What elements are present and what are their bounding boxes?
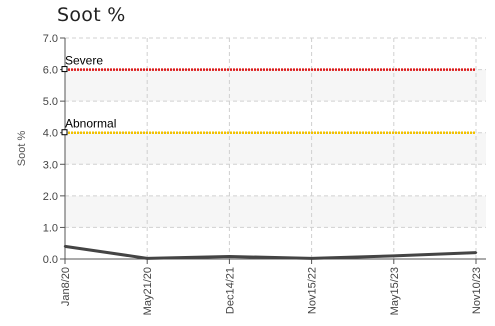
threshold-label: Severe: [65, 54, 103, 68]
data-point: [63, 245, 67, 248]
y-tick-label: 5.0: [43, 96, 58, 108]
chart-title: Soot %: [57, 4, 126, 26]
y-tick-label: 3.0: [43, 159, 58, 171]
axis-labels: 0.0 1.0 2.0 3.0 4.0 5.0 6.0 7.0 Jan8/20 May21/20 D…: [16, 33, 483, 315]
y-tick-label: 1.0: [43, 222, 58, 234]
x-tick-label: Nov10/23: [471, 267, 483, 314]
threshold-marker: [61, 129, 68, 136]
y-tick-label: 7.0: [43, 33, 58, 45]
background-bands: [65, 69, 486, 228]
data-point: [474, 251, 478, 254]
x-tick-label: Jan8/20: [60, 267, 72, 306]
band: [65, 132, 486, 165]
data-point: [392, 254, 395, 258]
band: [65, 195, 486, 228]
y-tick-label: 2.0: [43, 191, 58, 203]
data-point: [310, 257, 313, 260]
y-tick-label: 4.0: [43, 128, 58, 140]
x-tick-label: Dec14/21: [224, 267, 236, 314]
series-line: [64, 244, 477, 260]
y-tick-label: 0.0: [43, 254, 58, 266]
y-axis-label: Soot %: [16, 131, 28, 167]
x-tick-label: May15/23: [389, 267, 401, 315]
threshold-lines: Severe Abnormal: [61, 54, 476, 136]
data-point: [146, 257, 149, 260]
x-tick-label: May21/20: [142, 267, 154, 315]
y-tick-label: 6.0: [43, 65, 58, 77]
band: [65, 69, 486, 102]
x-tick-label: Nov15/22: [307, 267, 319, 314]
threshold-marker: [61, 66, 68, 73]
data-point: [228, 255, 231, 258]
series-group: [63, 244, 478, 260]
threshold-label: Abnormal: [65, 117, 116, 131]
